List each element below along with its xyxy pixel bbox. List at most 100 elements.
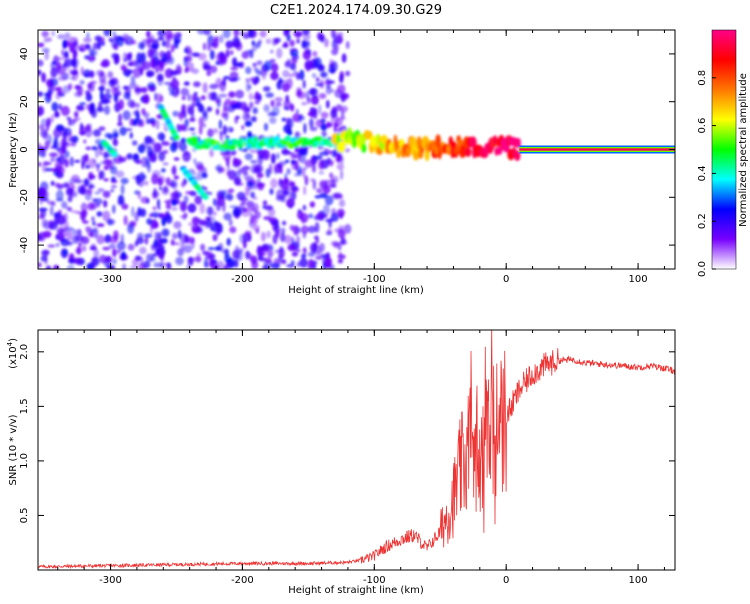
spectrogram-cell: [51, 61, 57, 65]
spectrogram-cell: [173, 135, 180, 140]
spectrogram-cell: [290, 244, 298, 252]
spectrogram-cell: [250, 116, 257, 122]
spectrogram-cell: [123, 58, 128, 62]
spectrogram-cell: [281, 220, 287, 226]
spectrogram-cell: [233, 30, 239, 38]
spectrogram-cell: [72, 118, 78, 124]
spectrogram-cell: [212, 234, 218, 242]
spectrogram-cell: [127, 61, 134, 67]
spectrogram-cell: [84, 126, 93, 138]
spectrogram-cell: [280, 179, 289, 191]
spectrogram-cell: [127, 99, 136, 108]
spectrogram-cell: [55, 235, 60, 240]
spectrogram-cell: [86, 32, 90, 39]
spectrogram-cell: [344, 224, 352, 234]
spectrogram-cell: [155, 65, 160, 74]
spectrogram-cell: [151, 173, 159, 185]
spectrogram-cell: [267, 208, 276, 217]
spectrogram-cell: [283, 106, 290, 110]
spectrogram-cell: [248, 101, 254, 109]
spectrogram-cell: [103, 165, 109, 171]
y-tick-label: 20: [19, 95, 30, 108]
spectrogram-cell: [284, 234, 292, 244]
spectrogram-cell: [110, 176, 116, 183]
spectrogram-cell: [199, 203, 206, 214]
spectrogram-cell: [160, 237, 168, 244]
spectrogram-cell: [229, 226, 237, 234]
spectrogram-cell: [302, 167, 306, 179]
spectrogram-cell: [295, 235, 301, 246]
snr-series-line: [38, 330, 675, 570]
spectrogram-cell: [173, 157, 180, 161]
spectrogram-cell: [286, 264, 295, 268]
spectrogram-cell: [331, 48, 339, 56]
spectrogram-cell: [239, 196, 249, 202]
spectrogram-cell: [103, 178, 109, 182]
spectrogram-cell: [215, 246, 222, 251]
spectrogram-cell: [131, 258, 139, 266]
spectrogram-cell: [302, 79, 306, 89]
spectrogram-cell: [116, 84, 121, 93]
spectrogram-cell: [207, 91, 215, 101]
spectrogram-cell: [229, 128, 234, 133]
spectrogram-cell: [83, 37, 92, 43]
spectrogram-cell: [139, 246, 147, 255]
x-tick-label: 0: [503, 274, 509, 285]
spectrogram-cell: [71, 59, 77, 65]
spectrogram-cell: [198, 116, 204, 126]
spectrogram-cell: [92, 129, 102, 137]
spectrogram-cell: [171, 167, 177, 175]
spectrogram-cell: [85, 93, 93, 102]
spectrogram-cell: [60, 144, 67, 154]
spectrogram-cell: [187, 203, 197, 213]
spectrogram-cell: [314, 221, 320, 233]
spectrogram-cell: [310, 242, 318, 253]
y-tick-label: 0.5: [19, 508, 30, 524]
spectrogram-cell: [161, 168, 166, 173]
spectrogram-cell: [225, 259, 233, 263]
spectrogram-cell: [192, 52, 200, 57]
spectrogram-cell: [340, 169, 344, 180]
y-tick-label: 1.5: [19, 398, 30, 414]
spectrogram-cell: [223, 212, 232, 221]
spectrogram-cell: [312, 179, 317, 190]
spectrogram-cell: [256, 172, 264, 178]
spectrogram-cell: [145, 155, 151, 164]
spectrogram-cell: [105, 88, 111, 94]
spectrogram-cell: [66, 241, 73, 246]
spectrogram-cell: [91, 216, 95, 222]
spectrogram-cell: [319, 79, 325, 89]
spectrogram-cell: [289, 63, 297, 71]
spectrogram-cell: [241, 124, 245, 130]
spectrogram-cell: [273, 169, 279, 175]
spectrogram-cell: [179, 141, 188, 152]
spectrogram-cell: [310, 178, 314, 182]
spectrogram-cell: [207, 128, 214, 138]
spectrogram-cell: [98, 85, 105, 92]
spectrogram-cell: [46, 121, 50, 131]
spectrogram-cell: [279, 169, 283, 174]
spectrogram-cell: [313, 155, 322, 160]
spectrogram-cell: [209, 146, 215, 158]
spectrogram-cell: [262, 247, 270, 253]
spectrogram-cell: [267, 243, 273, 250]
spectrogram-cell: [337, 241, 342, 251]
spectrogram-cell: [175, 256, 184, 266]
spectrogram-cell: [183, 177, 188, 185]
spectrogram-cell: [56, 61, 62, 69]
spectrogram-cell: [206, 206, 214, 216]
spectrogram-cell: [164, 68, 174, 79]
spectrogram-cell: [76, 184, 85, 194]
spectrogram-cell: [157, 231, 162, 243]
spectrogram-cell: [242, 165, 250, 171]
spectrogram-cell: [127, 53, 132, 62]
spectrogram-cell: [125, 73, 130, 78]
spectrogram-cell: [181, 95, 186, 101]
spectrogram-cell: [219, 223, 223, 234]
y-tick-label: 40: [19, 48, 30, 61]
spectrogram-cell: [73, 257, 82, 265]
spectrogram-cell: [73, 50, 78, 58]
spectrogram-cell: [116, 249, 121, 254]
x-tick-label: -300: [99, 274, 122, 285]
